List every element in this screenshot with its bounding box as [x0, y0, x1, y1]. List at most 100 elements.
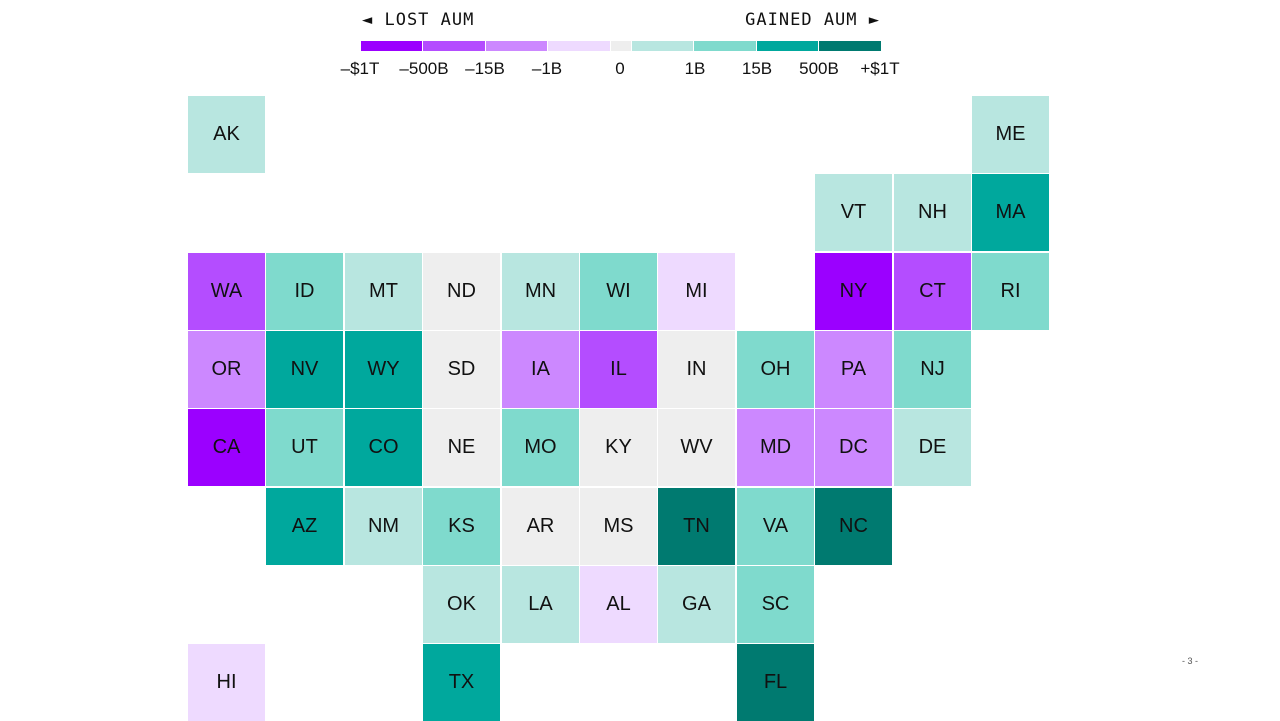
state-tile-co: CO [345, 409, 422, 486]
legend-tick: 15B [741, 59, 773, 78]
state-label: MO [524, 436, 557, 458]
state-label: WY [367, 358, 400, 380]
state-tile-ia: IA [502, 331, 579, 408]
state-label: WA [210, 280, 243, 302]
state-tile-wi: WI [580, 253, 657, 330]
state-tile-or: OR [188, 331, 265, 408]
state-label: NY [839, 280, 868, 302]
state-label: KY [605, 436, 632, 458]
state-tile-vt: VT [815, 174, 892, 251]
state-label: WI [606, 280, 631, 302]
state-tile-il: IL [580, 331, 657, 408]
state-label: IN [686, 358, 707, 380]
state-label: IA [531, 358, 550, 380]
state-label: AK [213, 123, 240, 145]
state-label: MS [603, 515, 634, 537]
state-label: NV [290, 358, 319, 380]
state-tile-ga: GA [658, 566, 735, 643]
state-label: SD [447, 358, 476, 380]
state-tile-nj: NJ [894, 331, 971, 408]
state-label: FL [763, 671, 788, 693]
legend-tick: 500B [799, 59, 839, 78]
state-tile-tn: TN [658, 488, 735, 565]
legend-swatch-lost-1b [548, 41, 610, 51]
state-label: PA [840, 358, 867, 380]
legend-swatch-neutral [611, 41, 631, 51]
legend-tick: –15B [465, 59, 505, 78]
state-tile-dc: DC [815, 409, 892, 486]
state-label: NE [447, 436, 476, 458]
state-tile-nv: NV [266, 331, 343, 408]
state-label: AZ [291, 515, 318, 537]
state-tile-ut: UT [266, 409, 343, 486]
state-label: IL [610, 358, 627, 380]
state-tile-mt: MT [345, 253, 422, 330]
state-label: CO [368, 436, 399, 458]
state-tile-ct: CT [894, 253, 971, 330]
state-tile-mn: MN [502, 253, 579, 330]
state-tile-ky: KY [580, 409, 657, 486]
state-tile-mi: MI [658, 253, 735, 330]
state-tile-wv: WV [658, 409, 735, 486]
state-label: ND [447, 280, 476, 302]
legend-swatch-lost-500b [423, 41, 485, 51]
state-label: CT [919, 280, 946, 302]
legend-swatch-gain-1b [632, 41, 693, 51]
state-tile-ar: AR [502, 488, 579, 565]
state-label: OH [760, 358, 791, 380]
state-tile-va: VA [737, 488, 814, 565]
state-tile-de: DE [894, 409, 971, 486]
state-label: OR [211, 358, 242, 380]
lost-aum-label: ◄ LOST AUM [362, 10, 475, 30]
gained-aum-label: GAINED AUM ► [745, 10, 880, 30]
state-label: WV [680, 436, 713, 458]
state-tile-ri: RI [972, 253, 1049, 330]
state-tile-nc: NC [815, 488, 892, 565]
state-tile-fl: FL [737, 644, 814, 721]
state-tile-al: AL [580, 566, 657, 643]
state-tile-ok: OK [423, 566, 500, 643]
legend-tick: –$1T [340, 59, 380, 78]
state-label: TN [683, 515, 710, 537]
state-label: GA [682, 593, 711, 615]
state-label: SC [761, 593, 790, 615]
legend-tick: +$1T [860, 59, 900, 78]
state-tile-mo: MO [502, 409, 579, 486]
page-number: - 3 - [1182, 656, 1199, 666]
state-tile-az: AZ [266, 488, 343, 565]
state-label: DC [839, 436, 868, 458]
legend-swatch-lost-1t [361, 41, 422, 51]
state-tile-pa: PA [815, 331, 892, 408]
legend-tick: 1B [684, 59, 706, 78]
state-label: MN [524, 280, 557, 302]
state-tile-ak: AK [188, 96, 265, 173]
state-label: KS [448, 515, 475, 537]
state-tile-la: LA [502, 566, 579, 643]
state-tile-ny: NY [815, 253, 892, 330]
state-label: HI [216, 671, 237, 693]
legend-tick: –1B [531, 59, 563, 78]
state-tile-ms: MS [580, 488, 657, 565]
state-label: ID [294, 280, 315, 302]
state-label: LA [528, 593, 553, 615]
state-tile-me: ME [972, 96, 1049, 173]
state-label: NM [367, 515, 400, 537]
state-label: OK [447, 593, 476, 615]
state-label: NC [839, 515, 868, 537]
state-label: UT [291, 436, 318, 458]
state-tile-ma: MA [972, 174, 1049, 251]
state-label: AR [526, 515, 555, 537]
state-tile-ks: KS [423, 488, 500, 565]
state-label: VT [840, 201, 867, 223]
state-tile-ca: CA [188, 409, 265, 486]
state-label: DE [918, 436, 947, 458]
state-label: RI [1000, 280, 1021, 302]
state-label: MT [369, 280, 398, 302]
state-tile-nm: NM [345, 488, 422, 565]
state-label: VA [762, 515, 789, 537]
state-label: MI [685, 280, 708, 302]
legend-swatch-gain-15b [694, 41, 756, 51]
legend-tick: –500B [399, 59, 449, 78]
state-tile-ne: NE [423, 409, 500, 486]
state-label: CA [212, 436, 241, 458]
